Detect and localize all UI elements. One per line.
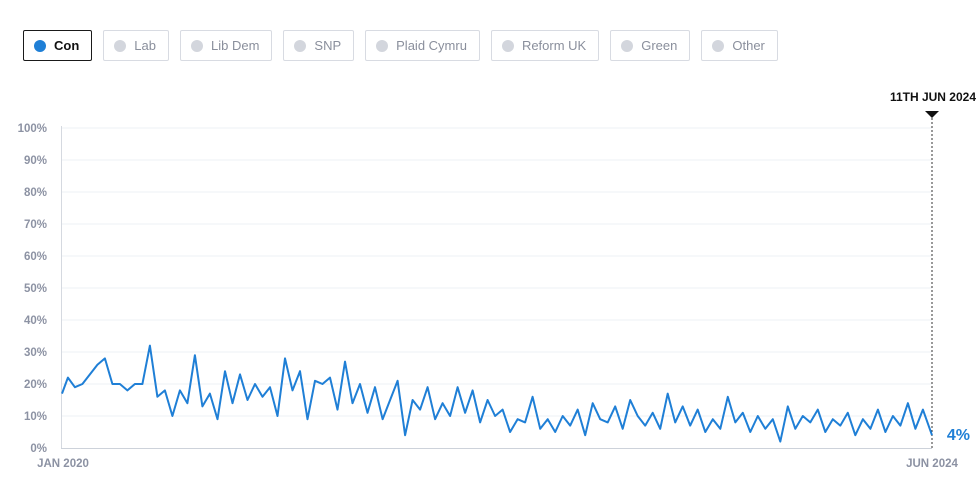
y-tick-label: 0% <box>30 443 47 455</box>
filter-chip-label: Reform UK <box>521 38 587 53</box>
y-tick-label: 60% <box>24 251 47 263</box>
y-tick-label: 80% <box>24 187 47 199</box>
gridlines <box>62 127 932 417</box>
filter-chip-other[interactable]: Other <box>701 30 778 61</box>
y-tick-label: 70% <box>24 219 47 231</box>
filter-chip-label: Plaid Cymru <box>396 38 467 53</box>
x-tick-start: JAN 2020 <box>37 458 89 470</box>
y-tick-label: 20% <box>24 379 47 391</box>
legend-dot-icon <box>34 39 46 52</box>
filter-chip-label: Con <box>54 38 80 53</box>
filter-chip-green[interactable]: Green <box>610 30 691 61</box>
filter-chip-snp[interactable]: SNP <box>283 30 355 61</box>
filter-chip-lib-dem[interactable]: Lib Dem <box>179 30 273 61</box>
legend-dot-icon <box>501 39 514 52</box>
x-tick-end: JUN 2024 <box>906 458 958 470</box>
series-line-con <box>61 344 933 443</box>
legend-dot-icon <box>294 39 307 52</box>
party-filter-bar: Con Lab Lib Dem SNP Plaid Cymru Reform UK Gree… <box>23 30 778 61</box>
legend-dot-icon <box>114 39 127 52</box>
y-axis-ticks: 0% 10% 20% 30% 40% 50% 60% 70% 80% 90% 100% <box>18 123 47 455</box>
legend-dot-icon <box>376 39 389 52</box>
date-marker-arrow <box>925 111 939 118</box>
filter-chip-plaid-cymru[interactable]: Plaid Cymru <box>365 30 480 61</box>
date-marker-label: 11TH JUN 2024 <box>890 90 976 104</box>
filter-chip-label: Green <box>641 38 678 53</box>
y-tick-label: 10% <box>24 411 47 423</box>
end-value-label: 4% <box>947 427 970 444</box>
y-tick-label: 50% <box>24 283 47 295</box>
filter-chip-label: Lab <box>134 38 156 53</box>
y-tick-label: 90% <box>24 155 47 167</box>
y-tick-label: 40% <box>24 315 47 327</box>
y-tick-label: 100% <box>18 123 47 135</box>
legend-dot-icon <box>190 39 203 52</box>
y-tick-label: 30% <box>24 347 47 359</box>
filter-chip-reform-uk[interactable]: Reform UK <box>490 30 600 61</box>
legend-dot-icon <box>621 39 634 52</box>
legend-dot-icon <box>712 39 725 52</box>
filter-chip-lab[interactable]: Lab <box>103 30 169 61</box>
filter-chip-label: Lib Dem <box>210 38 260 53</box>
filter-chip-con[interactable]: Con <box>23 30 93 61</box>
series-group <box>61 344 933 443</box>
filter-chip-label: Other <box>732 38 765 53</box>
filter-chip-label: SNP <box>314 38 342 53</box>
